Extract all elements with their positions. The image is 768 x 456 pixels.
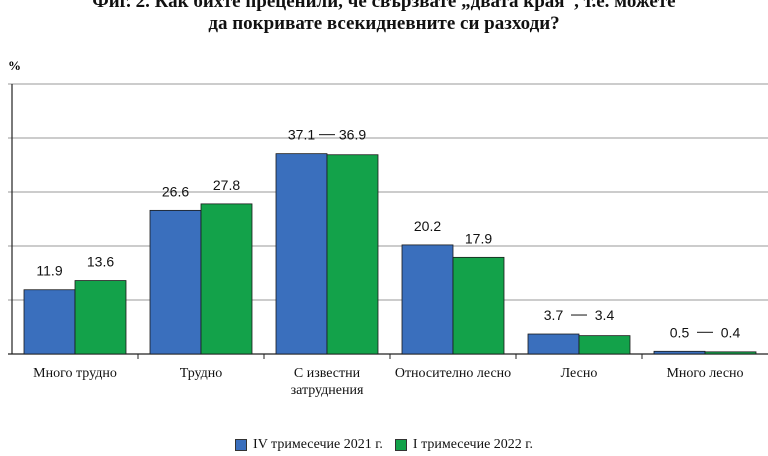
bar-series-1 <box>653 350 706 355</box>
category-label: Много трудно <box>33 366 117 381</box>
data-label-series-2: 36.9 <box>339 127 366 143</box>
bar-series-1 <box>149 209 202 355</box>
data-label-series-2: 0.4 <box>721 324 741 340</box>
legend-item-series-2: I тримесечие 2022 г. <box>394 437 533 453</box>
data-label-series-1: 11.9 <box>36 263 62 279</box>
data-label-series-1: 37.1 <box>288 127 315 143</box>
category-label: Много лесно <box>666 366 743 381</box>
legend: IV тримесечие 2021 г. I тримесечие 2022 … <box>0 437 768 453</box>
bar-series-1 <box>401 244 454 355</box>
bar-series-1 <box>23 289 76 355</box>
data-label-series-1: 20.2 <box>414 218 441 234</box>
data-label-series-2: 13.6 <box>87 254 114 270</box>
bar-series-2 <box>704 351 757 355</box>
legend-label-series-2: I тримесечие 2022 г. <box>412 437 533 452</box>
legend-swatch-series-1 <box>235 439 248 451</box>
bar-series-1 <box>527 333 580 355</box>
legend-item-series-1: IV тримесечие 2021 г. <box>235 437 383 453</box>
bar-series-2 <box>326 154 379 355</box>
category-label: Относително лесно <box>395 366 511 381</box>
data-label-series-1: 26.6 <box>162 183 189 199</box>
legend-label-series-1: IV тримесечие 2021 г. <box>253 437 383 452</box>
chart-title-line-1: Фиг. 2. Как бихте преценили, че свързват… <box>92 0 676 12</box>
chart-title-line-2: да покривате всекидневните си разходи? <box>208 13 560 34</box>
legend-swatch-series-2 <box>394 439 407 451</box>
y-axis-unit-label: % <box>8 58 21 73</box>
bar-series-1 <box>275 153 328 355</box>
category-label: Трудно <box>180 366 223 381</box>
category-label: затруднения <box>291 383 364 398</box>
data-label-series-2: 3.4 <box>595 307 615 323</box>
data-label-series-1: 0.5 <box>670 324 690 340</box>
bar-series-2 <box>578 335 631 355</box>
data-label-series-1: 3.7 <box>544 307 564 323</box>
bar-series-2 <box>74 280 127 355</box>
data-label-series-2: 27.8 <box>213 177 240 193</box>
data-label-series-2: 17.9 <box>465 230 492 246</box>
bar-series-2 <box>200 203 253 355</box>
bar-series-2 <box>452 256 505 355</box>
category-label: С известни <box>294 366 361 381</box>
category-label: Лесно <box>561 366 598 381</box>
